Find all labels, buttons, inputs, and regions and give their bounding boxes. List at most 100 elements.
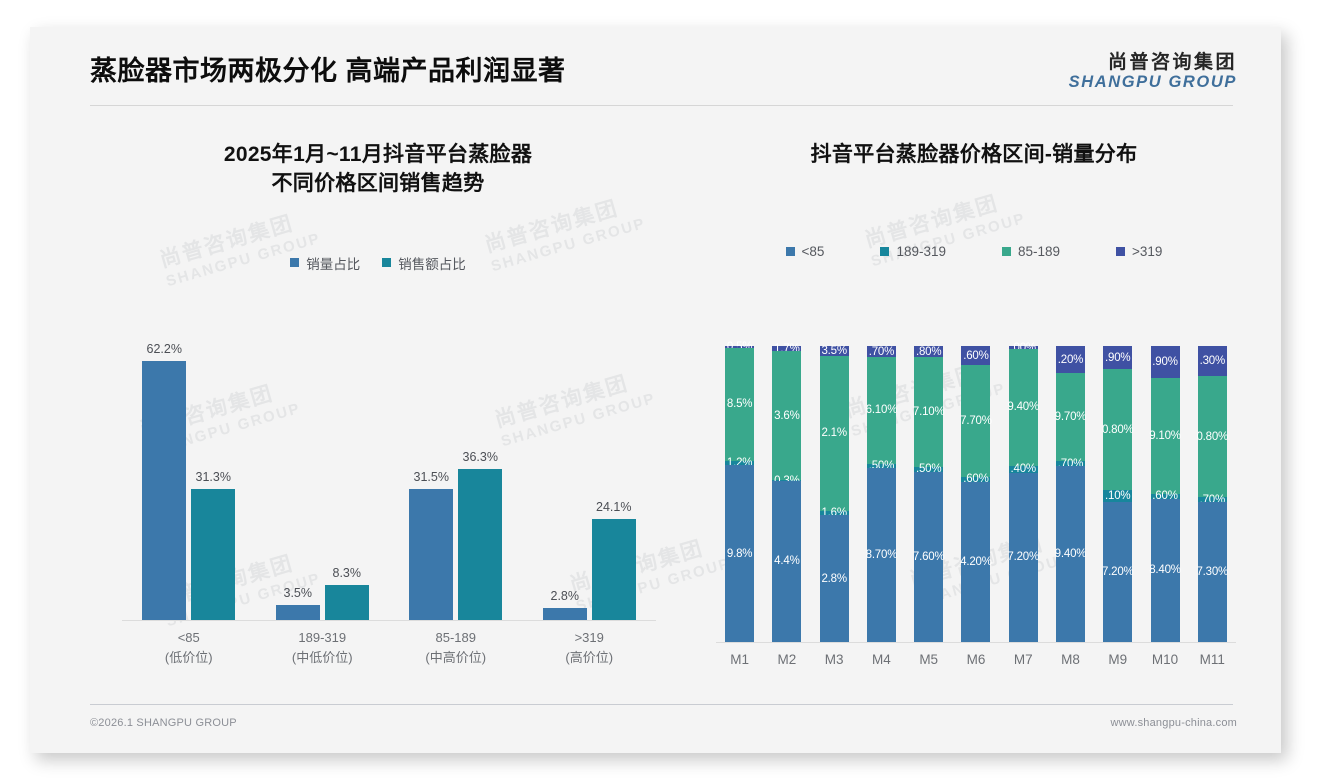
segment-value-label: .30% xyxy=(1199,355,1226,368)
bar-group: 3.5% 8.3% xyxy=(256,328,390,620)
segment-85[interactable]: 4.4% xyxy=(772,480,802,642)
bar-groups: 62.2% 31.3% 3.5% 8.3% xyxy=(122,328,656,620)
segment-85-189[interactable]: 6.10% xyxy=(866,356,897,464)
bar-value-label: 31.3% xyxy=(195,470,231,485)
segment-319[interactable]: .60% xyxy=(961,346,991,366)
segment-85-189[interactable]: 8.5% xyxy=(725,347,755,462)
segment-85-189[interactable]: 7.10% xyxy=(913,357,945,468)
stacked-column: .90% 0.80% .10% 7.20% xyxy=(1094,346,1141,642)
segment-value-label: 9.40% xyxy=(1054,548,1087,561)
stack-m3[interactable]: 3.5% 2.1% 1.6% 2.8% xyxy=(819,345,849,642)
segment-85[interactable]: 9.8% xyxy=(725,465,755,642)
legend-item-amount[interactable]: 销售额占比 xyxy=(382,253,466,273)
legend-swatch-icon xyxy=(290,258,300,268)
x-axis-tick-m4: M4 xyxy=(872,652,891,667)
segment-value-label: .90% xyxy=(1105,351,1131,364)
segment-85[interactable]: 2.8% xyxy=(819,515,849,642)
segment-319[interactable]: 3.5% xyxy=(819,345,849,357)
bar-qty[interactable] xyxy=(142,360,187,620)
stack-m5[interactable]: .80% 7.10% .50% 7.60% xyxy=(913,345,945,642)
legend-item-low[interactable]: <85 xyxy=(785,244,824,259)
segment-189-319[interactable]: .40% xyxy=(1008,463,1038,476)
copyright-text: ©2026.1 SHANGPU GROUP xyxy=(90,717,237,729)
segment-85[interactable]: 8.70% xyxy=(866,468,897,642)
legend-label: 销量占比 xyxy=(306,256,361,272)
segment-319[interactable]: .90% xyxy=(1103,346,1133,370)
stack-m9[interactable]: .90% 0.80% .10% 7.20% xyxy=(1102,346,1134,642)
segment-85[interactable]: 8.40% xyxy=(1149,498,1181,642)
bar-wrap: 2.8% xyxy=(542,328,587,620)
segment-319[interactable]: .80% xyxy=(914,345,944,358)
segment-85[interactable]: 7.20% xyxy=(1102,502,1134,642)
bar-amount[interactable] xyxy=(324,585,369,620)
legend-swatch-icon xyxy=(785,246,795,256)
x-axis-tick-m10: M10 xyxy=(1151,652,1179,667)
brand-logo: 尚普咨询集团 SHANGPU GROUP xyxy=(1069,53,1237,91)
segment-85[interactable]: 7.60% xyxy=(913,471,945,642)
x-axis-month-labels: M1 M2 M3 M4 M5 M6 M7 M8 M9 M10 M11 xyxy=(716,645,1236,675)
x-axis-line xyxy=(716,642,1236,643)
chart-legend-left: 销量占比 销售额占比 xyxy=(78,253,678,273)
segment-value-label: 9.10% xyxy=(1149,430,1181,443)
legend-item-midhigh[interactable]: 85-189 xyxy=(1001,244,1060,259)
segment-value-label: 2.8% xyxy=(821,572,847,585)
x-axis-tick-m9: M9 xyxy=(1108,652,1128,667)
bar-qty[interactable] xyxy=(409,488,454,620)
x-axis-tick-m5: M5 xyxy=(919,652,939,667)
segment-319[interactable]: .70% xyxy=(866,346,896,358)
segment-85-189[interactable]: 2.1% xyxy=(819,356,849,511)
bar-amount[interactable] xyxy=(191,489,236,620)
bar-qty[interactable] xyxy=(275,605,320,620)
bar-wrap: 36.3% xyxy=(458,328,503,620)
x-axis-tick: <85 (低价位) xyxy=(164,630,213,666)
stack-m6[interactable]: .60% 7.70% .60% 4.20% xyxy=(960,346,992,642)
stacked-columns: 0.5%8.5%1.2%9.8% 1.7%3.6%0.3%4.4% 3.5% 2.1%… xyxy=(716,341,1236,642)
slide-header: 蒸脸器市场两极分化 高端产品利润显著 尚普咨询集团 SHANGPU GROUP xyxy=(30,27,1281,106)
legend-swatch-icon xyxy=(382,258,392,268)
bar-wrap: 24.1% xyxy=(591,328,636,620)
stack-m11[interactable]: .30% 0.80% .70% 7.30% xyxy=(1196,346,1229,642)
segment-85[interactable]: 9.40% xyxy=(1054,466,1087,642)
bar-qty[interactable] xyxy=(542,608,587,620)
x-axis-tick-m11: M11 xyxy=(1199,652,1225,667)
segment-85[interactable]: 7.20% xyxy=(1007,472,1039,642)
stack-m10[interactable]: .90% 9.10% .60% 8.40% xyxy=(1149,346,1181,642)
segment-189-319[interactable]: .10% xyxy=(1103,490,1133,503)
segment-319[interactable]: .30% xyxy=(1197,346,1227,377)
segment-value-label: .80% xyxy=(915,345,942,358)
legend-item-qty[interactable]: 销量占比 xyxy=(290,253,360,273)
stacked-column: .90% 9.10% .60% 8.40% xyxy=(1141,346,1188,642)
bar-amount[interactable] xyxy=(591,519,636,620)
stack-m4[interactable]: .70% 6.10% .50% 8.70% xyxy=(866,346,897,642)
segment-319[interactable]: .90% xyxy=(1150,346,1180,379)
segment-85-189[interactable]: 9.70% xyxy=(1055,373,1086,462)
segment-85[interactable]: 4.20% xyxy=(960,481,992,642)
segment-85-189[interactable]: 9.10% xyxy=(1149,378,1181,495)
segment-value-label: 0.80% xyxy=(1196,430,1229,443)
segment-85-189[interactable]: 3.6% xyxy=(772,351,802,481)
segment-85-189[interactable]: 9.40% xyxy=(1007,349,1039,466)
legend-label: 销售额占比 xyxy=(398,256,466,272)
segment-85-189[interactable]: 0.80% xyxy=(1102,369,1134,491)
legend-swatch-icon xyxy=(1001,246,1011,256)
bar-value-label: 24.1% xyxy=(596,500,632,515)
stack-m7[interactable]: .00% 9.40% .40% 7.20% xyxy=(1007,342,1039,642)
segment-85-189[interactable]: 0.80% xyxy=(1196,376,1229,498)
stacked-column: 0.5%8.5%1.2%9.8% xyxy=(716,341,763,642)
bar-group: 31.5% 36.3% xyxy=(389,328,523,620)
segment-value-label: .40% xyxy=(1010,463,1037,476)
stacked-column: 1.7%3.6%0.3%4.4% xyxy=(763,343,810,642)
stack-m1[interactable]: 0.5%8.5%1.2%9.8% xyxy=(725,341,755,642)
legend-item-high[interactable]: >319 xyxy=(1116,244,1162,259)
segment-value-label: .20% xyxy=(1057,353,1084,366)
segment-85[interactable]: 7.30% xyxy=(1196,502,1228,642)
stack-m2[interactable]: 1.7%3.6%0.3%4.4% xyxy=(772,343,802,642)
legend-item-mid[interactable]: 189-319 xyxy=(880,244,946,259)
stack-m8[interactable]: .20% 9.70% .70% 9.40% xyxy=(1054,346,1087,642)
bar-amount[interactable] xyxy=(458,468,503,620)
legend-label: 189-319 xyxy=(896,243,946,259)
segment-319[interactable]: .20% xyxy=(1055,346,1085,374)
x-axis-tick-m2: M2 xyxy=(777,652,797,667)
legend-label: >319 xyxy=(1132,243,1163,259)
segment-85-189[interactable]: 7.70% xyxy=(960,365,992,477)
